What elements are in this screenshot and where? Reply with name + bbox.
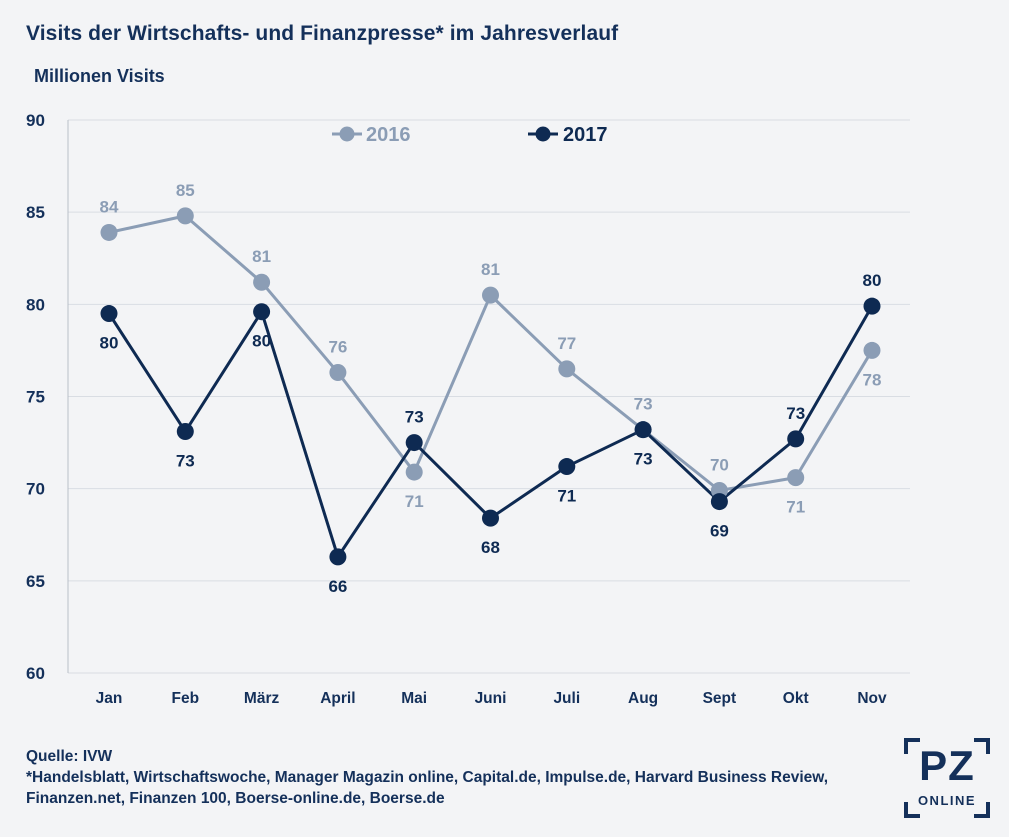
source-note: Quelle: IVW (26, 748, 113, 765)
y-tick-label: 90 (26, 111, 45, 130)
data-label-2017: 73 (176, 452, 195, 471)
x-tick-label: April (320, 690, 355, 707)
pz-online-logo: PZ ONLINE (904, 738, 990, 818)
x-tick-label: Feb (172, 690, 200, 707)
data-label-2016: 85 (176, 181, 195, 200)
data-label-2017: 73 (634, 450, 653, 469)
data-point-2016 (482, 286, 499, 304)
legend-marker-2017 (535, 126, 551, 142)
data-point-2016 (405, 463, 423, 481)
data-point-2017 (558, 458, 576, 476)
data-point-2017 (634, 421, 652, 439)
series-line-2016 (108, 214, 874, 493)
data-point-2017 (405, 434, 423, 452)
data-label-2017: 80 (863, 271, 882, 290)
data-point-2016 (100, 223, 118, 241)
data-label-2016: 81 (481, 260, 500, 279)
footnote-line-1: *Handelsblatt, Wirtschaftswoche, Manager… (26, 769, 829, 786)
x-tick-label: Jan (96, 690, 123, 707)
x-tick-label: Juni (475, 690, 507, 707)
data-point-2017 (253, 303, 271, 321)
y-axis-unit-label: Millionen Visits (34, 66, 165, 86)
legend-marker-2016 (339, 126, 355, 142)
data-label-2016: 71 (405, 492, 424, 511)
data-point-2017 (787, 430, 805, 448)
data-point-2017 (176, 423, 194, 441)
data-point-2017 (710, 493, 728, 511)
data-label-2016: 81 (252, 247, 271, 266)
data-label-2017: 69 (710, 522, 729, 541)
chart-footer: Quelle: IVW *Handelsblatt, Wirtschaftswo… (26, 746, 828, 809)
y-tick-label: 85 (26, 203, 45, 222)
data-point-2017 (482, 509, 499, 527)
data-label-2017: 80 (252, 332, 271, 351)
data-point-2017 (100, 305, 118, 323)
data-point-2016 (787, 469, 805, 487)
logo-sub-text: ONLINE (917, 793, 977, 808)
legend-label-2017: 2017 (563, 124, 608, 146)
data-point-2017 (329, 548, 347, 566)
data-label-2016: 71 (786, 498, 805, 517)
data-label-2016: 70 (710, 456, 729, 475)
x-tick-label: Aug (628, 690, 658, 707)
legend-label-2016: 2016 (366, 124, 411, 146)
x-tick-label: Okt (783, 690, 809, 707)
data-label-2017: 80 (100, 334, 119, 353)
data-point-2016 (558, 360, 576, 378)
data-label-2016: 73 (634, 395, 653, 414)
logo-frame-corners (904, 738, 990, 818)
chart-title: Visits der Wirtschafts- und Finanzpresse… (26, 22, 619, 45)
data-point-2017 (863, 297, 881, 315)
y-tick-label: 75 (26, 388, 45, 407)
x-tick-label: Juli (553, 690, 580, 707)
footnote-line-2: Finanzen.net, Finanzen 100, Boerse-onlin… (26, 790, 445, 807)
data-label-2016: 76 (328, 338, 347, 357)
data-label-2016: 78 (863, 370, 882, 389)
data-point-2016 (253, 273, 271, 291)
x-tick-label: März (244, 690, 280, 707)
y-tick-label: 65 (26, 572, 45, 591)
data-point-2016 (329, 364, 347, 382)
line-chart: 60 65 70 75 80 85 90 Jan Feb März April Mai Juni Juli… (26, 111, 910, 707)
x-tick-label: Mai (401, 690, 427, 707)
x-tick-label: Sept (703, 690, 737, 707)
data-label-2017: 73 (405, 408, 424, 427)
x-tick-label: Nov (857, 690, 887, 707)
data-label-2016: 84 (100, 197, 119, 216)
logo-main-text: PZ (919, 742, 975, 789)
data-label-2017: 66 (328, 577, 347, 596)
data-label-2016: 77 (557, 334, 576, 353)
y-tick-label: 60 (26, 664, 45, 683)
data-label-2017: 73 (786, 404, 805, 423)
data-point-2016 (176, 207, 194, 225)
data-label-2017: 71 (557, 487, 576, 506)
data-label-2017: 68 (481, 538, 500, 557)
data-point-2016 (863, 341, 881, 359)
y-tick-label: 70 (26, 480, 45, 499)
y-tick-label: 80 (26, 295, 45, 314)
